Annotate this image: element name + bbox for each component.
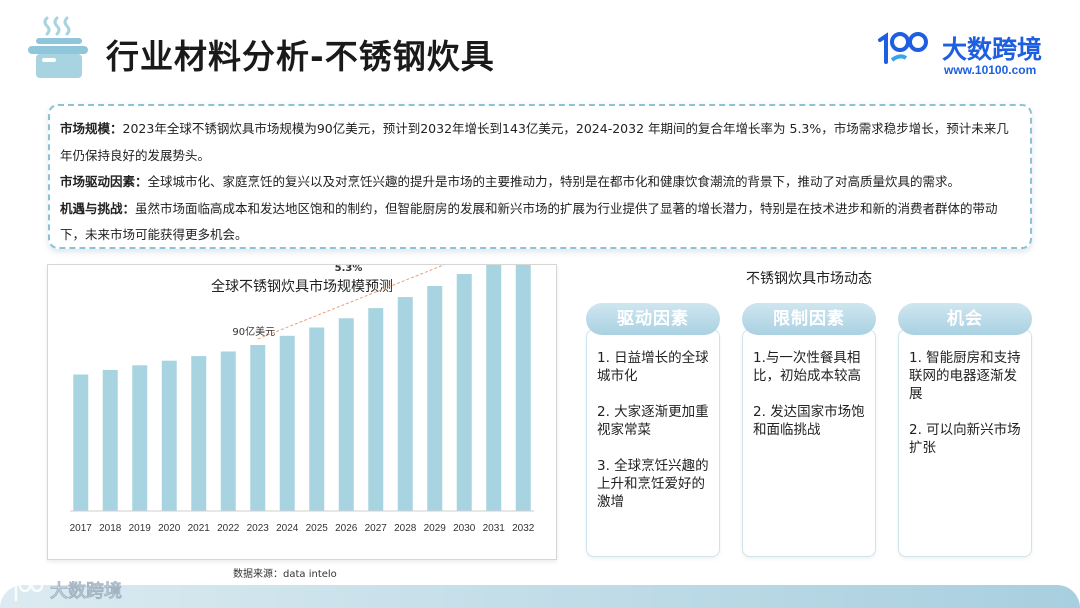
cooking-pot-icon <box>28 16 88 78</box>
bar-2029 <box>427 285 443 511</box>
chart-title: 全球不锈钢炊具市场规模预测 <box>211 279 393 295</box>
x-tick-label: 2017 <box>70 523 93 534</box>
bar-2025 <box>309 327 325 511</box>
bar-2022 <box>220 351 236 511</box>
start-value-label: 90亿美元 <box>232 325 275 338</box>
drivers-heading: 驱动因素 <box>586 303 720 335</box>
bar-2032 <box>515 265 531 511</box>
brand-url[interactable]: www.10100.com <box>944 63 1037 77</box>
opportunities-item: 2. 可以向新兴市场扩张 <box>909 422 1021 456</box>
opportunities-item: 1. 智能厨房和支持联网的电器逐渐发展 <box>909 350 1021 402</box>
x-tick-label: 2025 <box>306 523 329 534</box>
brand-logo-mark <box>878 32 928 64</box>
x-tick-label: 2022 <box>217 523 240 534</box>
footer-band <box>0 585 1080 608</box>
watermark-text: 大数跨境 <box>50 580 122 602</box>
bar-2027 <box>368 308 384 511</box>
bar-2030 <box>456 274 472 511</box>
x-tick-label: 2030 <box>453 523 476 534</box>
x-tick-label: 2018 <box>99 523 122 534</box>
x-tick-label: 2031 <box>483 523 506 534</box>
summary-drivers: 市场驱动因素：全球城市化、家庭烹饪的复兴以及对烹饪兴趣的提升是市场的主要推动力，… <box>60 169 1020 196</box>
bar-2026 <box>338 318 354 511</box>
market-summary-box: 市场规模：2023年全球不锈钢炊具市场规模为90亿美元，预计到2032年增长到1… <box>48 104 1032 249</box>
restraints-heading: 限制因素 <box>742 303 876 335</box>
summary-text: 2023年全球不锈钢炊具市场规模为90亿美元，预计到2032年增长到143亿美元… <box>60 121 1009 163</box>
bar-2021 <box>191 356 207 511</box>
market-size-bar-chart: 2017 2018 2019 2020 2021 2022 2023 2024 2025 2026… <box>70 265 535 534</box>
summary-text: 全球城市化、家庭烹饪的复兴以及对烹饪兴趣的提升是市场的主要推动力，特别是在都市化… <box>147 174 961 189</box>
summary-market-size: 市场规模：2023年全球不锈钢炊具市场规模为90亿美元，预计到2032年增长到1… <box>60 116 1020 169</box>
drivers-card: 1. 日益增长的全球城市化 2. 大家逐渐更加重视家常菜 3. 全球烹饪兴趣的上… <box>586 329 720 557</box>
bar-2017 <box>73 374 89 511</box>
drivers-item: 1. 日益增长的全球城市化 <box>597 350 709 384</box>
restraints-item: 1.与一次性餐具相比，初始成本较高 <box>753 350 861 384</box>
x-tick-label: 2029 <box>424 523 447 534</box>
restraints-item: 2. 发达国家市场饱和面临挑战 <box>753 404 865 438</box>
cagr-value: 5.3% <box>335 265 363 274</box>
market-dynamics-title: 不锈钢炊具市场动态 <box>746 271 872 287</box>
summary-label: 机遇与挑战： <box>60 200 136 216</box>
drivers-item: 3. 全球烹饪兴趣的上升和烹饪爱好的激增 <box>597 458 709 510</box>
x-tick-label: 2023 <box>247 523 270 534</box>
cagr-trend-line <box>257 265 445 340</box>
bar-2028 <box>397 297 413 511</box>
brand-watermark: 大数跨境 <box>10 578 122 602</box>
x-tick-label: 2020 <box>158 523 181 534</box>
brand-name: 大数跨境 <box>942 35 1043 64</box>
summary-opportunities: 机遇与挑战：虽然市场面临高成本和发达地区饱和的制约，但智能厨房的发展和新兴市场的… <box>60 196 1020 249</box>
bar-2018 <box>102 369 118 511</box>
drivers-item: 2. 大家逐渐更加重视家常菜 <box>597 404 709 438</box>
data-source-note: 数据来源：data intelo <box>233 569 337 580</box>
x-tick-label: 2021 <box>188 523 211 534</box>
bar-2019 <box>132 365 148 511</box>
summary-label: 市场规模： <box>60 121 123 136</box>
bar-2023 <box>250 345 266 511</box>
market-size-chart-panel: 全球不锈钢炊具市场规模预测 2017 2018 2019 2020 2021 2022 20… <box>47 264 557 560</box>
x-tick-label: 2028 <box>394 523 417 534</box>
opportunities-card: 1. 智能厨房和支持联网的电器逐渐发展 2. 可以向新兴市场扩张 <box>898 329 1032 557</box>
restraints-card: 1.与一次性餐具相比，初始成本较高 2. 发达国家市场饱和面临挑战 <box>742 329 876 557</box>
x-tick-label: 2026 <box>335 523 358 534</box>
page-title: 行业材料分析-不锈钢炊具 <box>106 37 495 76</box>
bar-2024 <box>279 335 295 511</box>
summary-label: 市场驱动因素： <box>60 174 148 189</box>
opportunities-heading: 机会 <box>898 303 1032 335</box>
bar-2031 <box>486 265 502 511</box>
summary-text: 虽然市场面临高成本和发达地区饱和的制约，但智能厨房的发展和新兴市场的扩展为行业提… <box>60 200 998 243</box>
bar-2020 <box>161 360 177 511</box>
x-tick-label: 2024 <box>276 523 299 534</box>
x-tick-label: 2032 <box>512 523 535 534</box>
brand-logo[interactable]: 大数跨境 www.10100.com <box>874 26 1059 82</box>
x-tick-label: 2019 <box>129 523 152 534</box>
x-tick-label: 2027 <box>365 523 388 534</box>
